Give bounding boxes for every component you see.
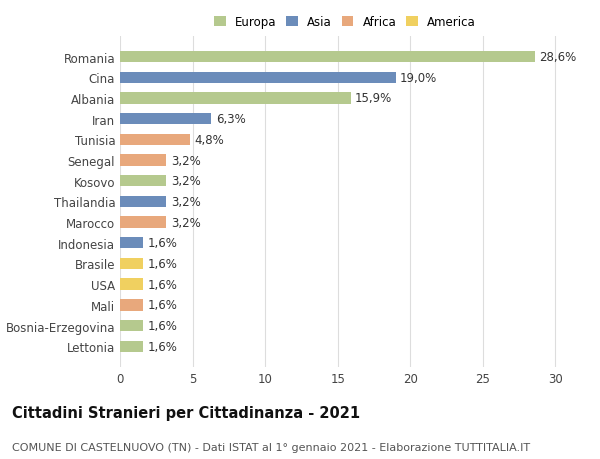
Bar: [120, 196, 166, 207]
Text: 3,2%: 3,2%: [171, 154, 200, 167]
Text: 1,6%: 1,6%: [148, 278, 178, 291]
Bar: [120, 134, 190, 146]
Text: 28,6%: 28,6%: [539, 51, 577, 64]
Bar: [120, 279, 143, 290]
Bar: [120, 341, 143, 352]
Bar: [120, 155, 166, 166]
Text: 3,2%: 3,2%: [171, 175, 200, 188]
Bar: [120, 176, 166, 187]
Bar: [120, 258, 143, 269]
Text: 15,9%: 15,9%: [355, 92, 392, 105]
Text: COMUNE DI CASTELNUOVO (TN) - Dati ISTAT al 1° gennaio 2021 - Elaborazione TUTTIT: COMUNE DI CASTELNUOVO (TN) - Dati ISTAT …: [12, 442, 530, 452]
Bar: [120, 114, 211, 125]
Bar: [120, 73, 396, 84]
Text: Cittadini Stranieri per Cittadinanza - 2021: Cittadini Stranieri per Cittadinanza - 2…: [12, 405, 360, 420]
Bar: [120, 300, 143, 311]
Bar: [120, 217, 166, 228]
Text: 1,6%: 1,6%: [148, 299, 178, 312]
Bar: [120, 238, 143, 249]
Text: 1,6%: 1,6%: [148, 237, 178, 250]
Bar: [120, 52, 535, 63]
Bar: [120, 320, 143, 331]
Text: 1,6%: 1,6%: [148, 257, 178, 270]
Text: 3,2%: 3,2%: [171, 216, 200, 229]
Text: 3,2%: 3,2%: [171, 196, 200, 208]
Bar: [120, 93, 351, 104]
Text: 4,8%: 4,8%: [194, 134, 224, 146]
Text: 1,6%: 1,6%: [148, 340, 178, 353]
Legend: Europa, Asia, Africa, America: Europa, Asia, Africa, America: [214, 16, 476, 29]
Text: 1,6%: 1,6%: [148, 319, 178, 332]
Text: 6,3%: 6,3%: [216, 113, 245, 126]
Text: 19,0%: 19,0%: [400, 72, 437, 84]
